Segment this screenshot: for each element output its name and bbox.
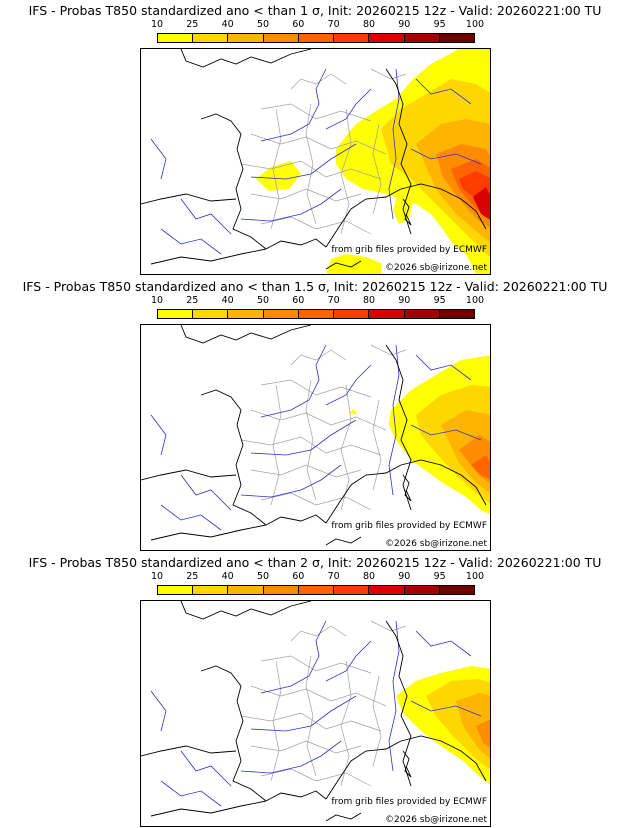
panel-title: IFS - Probas T850 standardized ano < tha… [28,555,602,570]
scale-label: 90 [398,295,411,306]
scale-swatch [298,586,335,594]
color-scale-bar [157,33,475,43]
scale-label: 100 [465,571,485,582]
scale-label: 10 [150,19,164,30]
color-scale-labels: 10 25 40 50 60 70 80 90 95 100 [151,19,484,30]
scale-swatch [193,34,229,42]
scale-label: 95 [433,295,446,306]
scale-label: 80 [362,571,376,582]
scale-label: 90 [398,571,411,582]
scale-label: 40 [221,295,234,306]
scale-label: 90 [398,19,411,30]
scale-swatch [439,586,474,594]
scale-swatch [369,586,405,594]
scale-swatch [404,310,440,318]
scale-swatch [404,34,440,42]
scale-label: 10 [150,295,164,306]
credit-source: from grib files provided by ECMWF [331,797,487,807]
scale-label: 10 [150,571,164,582]
scale-swatch [439,310,474,318]
scale-label: 80 [362,19,376,30]
panel-title: IFS - Probas T850 standardized ano < tha… [28,3,602,18]
panel-title: IFS - Probas T850 standardized ano < tha… [22,279,608,294]
scale-label: 100 [465,295,485,306]
scale-label: 70 [327,19,340,30]
scale-swatch [369,310,405,318]
probability-shading [349,355,490,515]
credit-copyright: ©2026 sb@irizone.net [385,263,487,273]
scale-swatch [263,34,299,42]
scale-swatch [298,310,335,318]
scale-label: 70 [327,295,340,306]
color-scale-labels: 10 25 40 50 60 70 80 90 95 100 [151,571,484,582]
scale-swatch [263,310,299,318]
scale-label: 60 [292,19,305,30]
map-panel-2: IFS - Probas T850 standardized ano < tha… [0,276,630,552]
scale-label: 80 [362,295,376,306]
scale-label: 40 [221,571,234,582]
scale-swatch [158,34,194,42]
scale-label: 25 [186,295,199,306]
map-panel-3: IFS - Probas T850 standardized ano < tha… [0,552,630,828]
scale-swatch [334,310,370,318]
scale-swatch [404,586,440,594]
scale-swatch [193,310,229,318]
scale-label: 60 [292,571,305,582]
scale-label: 100 [465,19,485,30]
scale-swatch [158,586,194,594]
scale-swatch [158,310,194,318]
scale-swatch [228,310,264,318]
scale-swatch [369,34,405,42]
credit-source: from grib files provided by ECMWF [331,521,487,531]
probability-shading [396,666,490,785]
scale-swatch [263,586,299,594]
map-graphic [141,601,490,822]
color-scale-bar [157,585,475,595]
scale-label: 70 [327,571,340,582]
scale-swatch [228,586,264,594]
scale-label: 60 [292,295,305,306]
scale-swatch [439,34,474,42]
probability-map: from grib files provided by ECMWF ©2026 … [140,48,491,275]
scale-label: 25 [186,571,199,582]
map-panel-1: IFS - Probas T850 standardized ano < tha… [0,0,630,276]
map-graphic [141,49,490,274]
scale-swatch [334,34,370,42]
credit-source: from grib files provided by ECMWF [331,245,487,255]
scale-swatch [298,34,335,42]
credit-copyright: ©2026 sb@irizone.net [385,539,487,549]
scale-label: 25 [186,19,199,30]
scale-label: 50 [256,19,270,30]
color-scale-bar [157,309,475,319]
credit-copyright: ©2026 sb@irizone.net [385,815,487,825]
probability-shading [256,49,490,274]
scale-swatch [228,34,264,42]
scale-label: 95 [433,19,446,30]
scale-swatch [193,586,229,594]
probability-map: from grib files provided by ECMWF ©2026 … [140,600,491,827]
map-graphic [141,325,490,546]
scale-label: 50 [256,571,270,582]
scale-label: 40 [221,19,234,30]
scale-label: 50 [256,295,270,306]
scale-swatch [334,586,370,594]
color-scale-labels: 10 25 40 50 60 70 80 90 95 100 [151,295,484,306]
probability-map: from grib files provided by ECMWF ©2026 … [140,324,491,551]
scale-label: 95 [433,571,446,582]
